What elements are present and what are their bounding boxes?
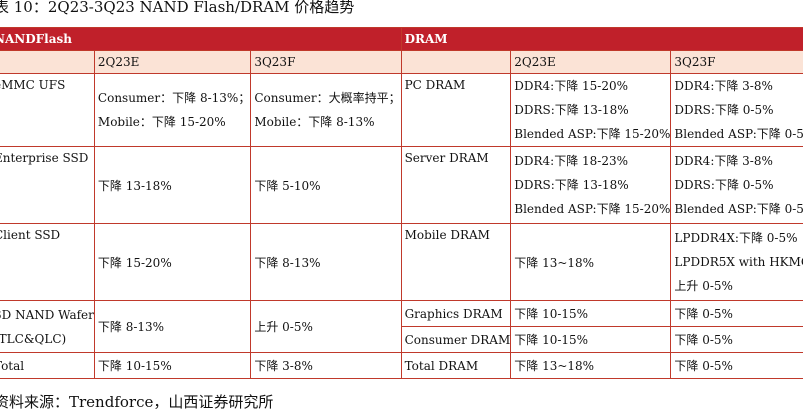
dram-product: Total DRAM	[400, 352, 512, 379]
dram-2q-cell: DDR4:下降 15-20% DDRS:下降 13-18% Blended AS…	[510, 73, 672, 147]
dram-3q-line: Blended ASP:下降 0-5%	[674, 202, 803, 216]
nand-2q-cell: 下降 13-18%	[93, 146, 252, 224]
dram-3q-cell: 下降 0-5%	[670, 352, 803, 379]
dram-2q-line: DDRS:下降 13-18%	[514, 103, 629, 117]
nand-2q-cell: 下降 15-20%	[93, 223, 252, 301]
dram-3q-line: LPDDR5X with HKMG:	[674, 255, 803, 269]
dram-2q-cell: 下降 13~18%	[510, 223, 672, 301]
table-row: 3D NAND Wafer (TLC&QLC) 下降 8-13% 上升 0-5%…	[0, 300, 803, 353]
dram-3q-cell: DDR4:下降 3-8% DDRS:下降 0-5% Blended ASP:下降…	[670, 73, 803, 147]
nand-3q-cell: 下降 3-8%	[250, 352, 402, 379]
dram-3q-header: 3Q23F	[670, 50, 803, 74]
dram-product: Mobile DRAM	[400, 223, 512, 301]
dram-2q-line: DDRS:下降 13-18%	[514, 178, 629, 192]
subheader-blank	[400, 50, 512, 74]
dram-product: Consumer DRAM	[400, 326, 512, 353]
nand-3q-cell: Consumer：大概率持平； Mobile：下降 8-13%	[250, 73, 402, 147]
dram-3q-line: DDR4:下降 3-8%	[674, 79, 773, 93]
dram-2q-cell: DDR4:下降 18-23% DDRS:下降 13-18% Blended AS…	[510, 146, 672, 224]
nand-3q-line: Consumer：大概率持平；	[254, 91, 401, 105]
nand-2q-cell: 下降 8-13%	[93, 300, 252, 353]
table-row: Total 下降 10-15% 下降 3-8% Total DRAM 下降 13…	[0, 352, 803, 379]
subheader-row: 2Q23E 3Q23F 2Q23E 3Q23F	[0, 50, 803, 74]
nand-2q-line: Consumer：下降 8-13%；	[97, 91, 251, 105]
nand-product: Enterprise SSD	[0, 146, 95, 224]
dram-3q-line: 上升 0-5%	[674, 279, 733, 293]
dram-3q-cell: LPDDR4X:下降 0-5% LPDDR5X with HKMG: 上升 0-…	[670, 223, 803, 301]
table-row: Enterprise SSD 下降 13-18% 下降 5-10% Server…	[0, 146, 803, 224]
dram-2q-line: Blended ASP:下降 15-20%	[514, 202, 671, 216]
nand-product: Client SSD	[0, 223, 95, 301]
dram-3q-line: Blended ASP:下降 0-5%	[674, 127, 803, 141]
dram-3q-cell: 下降 0-5%	[670, 326, 803, 353]
table-row: eMMC UFS Consumer：下降 8-13%； Mobile：下降 15…	[0, 73, 803, 147]
dram-product: PC DRAM	[400, 73, 512, 147]
dram-product: Graphics DRAM	[400, 300, 512, 327]
nand-2q-cell: 下降 10-15%	[93, 352, 252, 379]
nand-2q-line: Mobile：下降 15-20%	[97, 115, 226, 129]
dram-2q-line: DDR4:下降 15-20%	[514, 79, 629, 93]
nand-3q-cell: 下降 5-10%	[250, 146, 402, 224]
source-note: 资料来源：Trendforce，山西证券研究所	[0, 393, 274, 411]
dram-3q-cell: DDR4:下降 3-8% DDRS:下降 0-5% Blended ASP:下降…	[670, 146, 803, 224]
price-trend-table: NANDFlash DRAM 2Q23E 3Q23F 2Q23E 3Q23F e…	[0, 27, 803, 379]
table-row: Client SSD 下降 15-20% 下降 8-13% Mobile DRA…	[0, 223, 803, 301]
nand-2q-header: 2Q23E	[93, 50, 252, 74]
nand-product-line: 3D NAND Wafer	[0, 307, 94, 322]
subheader-blank	[0, 50, 95, 74]
dram-3q-line: DDRS:下降 0-5%	[674, 178, 774, 192]
dram-3q-line: DDR4:下降 3-8%	[674, 154, 773, 168]
nand-3q-header: 3Q23F	[250, 50, 402, 74]
dram-header: DRAM	[400, 27, 803, 51]
nand-product: eMMC UFS	[0, 73, 95, 147]
nand-2q-cell: Consumer：下降 8-13%； Mobile：下降 15-20%	[93, 73, 252, 147]
dram-2q-line: Blended ASP:下降 15-20%	[514, 127, 671, 141]
dram-2q-line: DDR4:下降 18-23%	[514, 154, 629, 168]
nand-3q-cell: 上升 0-5%	[250, 300, 402, 353]
nand-3q-cell: 下降 8-13%	[250, 223, 402, 301]
dram-3q-cell: 下降 0-5%	[670, 300, 803, 327]
nand-product: 3D NAND Wafer (TLC&QLC)	[0, 300, 95, 353]
dram-2q-header: 2Q23E	[510, 50, 672, 74]
nand-3q-line: Mobile：下降 8-13%	[254, 115, 375, 129]
dram-2q-cell: 下降 13~18%	[510, 352, 672, 379]
table-title: 表 10：2Q23-3Q23 NAND Flash/DRAM 价格趋势	[0, 0, 355, 16]
nand-product: Total	[0, 352, 95, 379]
header-row: NANDFlash DRAM	[0, 27, 803, 51]
dram-3q-line: LPDDR4X:下降 0-5%	[674, 231, 798, 245]
dram-product: Server DRAM	[400, 146, 512, 224]
nand-header: NANDFlash	[0, 27, 402, 51]
dram-2q-cell: 下降 10-15%	[510, 326, 672, 353]
nand-product-line: (TLC&QLC)	[0, 331, 67, 346]
dram-3q-line: DDRS:下降 0-5%	[674, 103, 774, 117]
dram-2q-cell: 下降 10-15%	[510, 300, 672, 327]
